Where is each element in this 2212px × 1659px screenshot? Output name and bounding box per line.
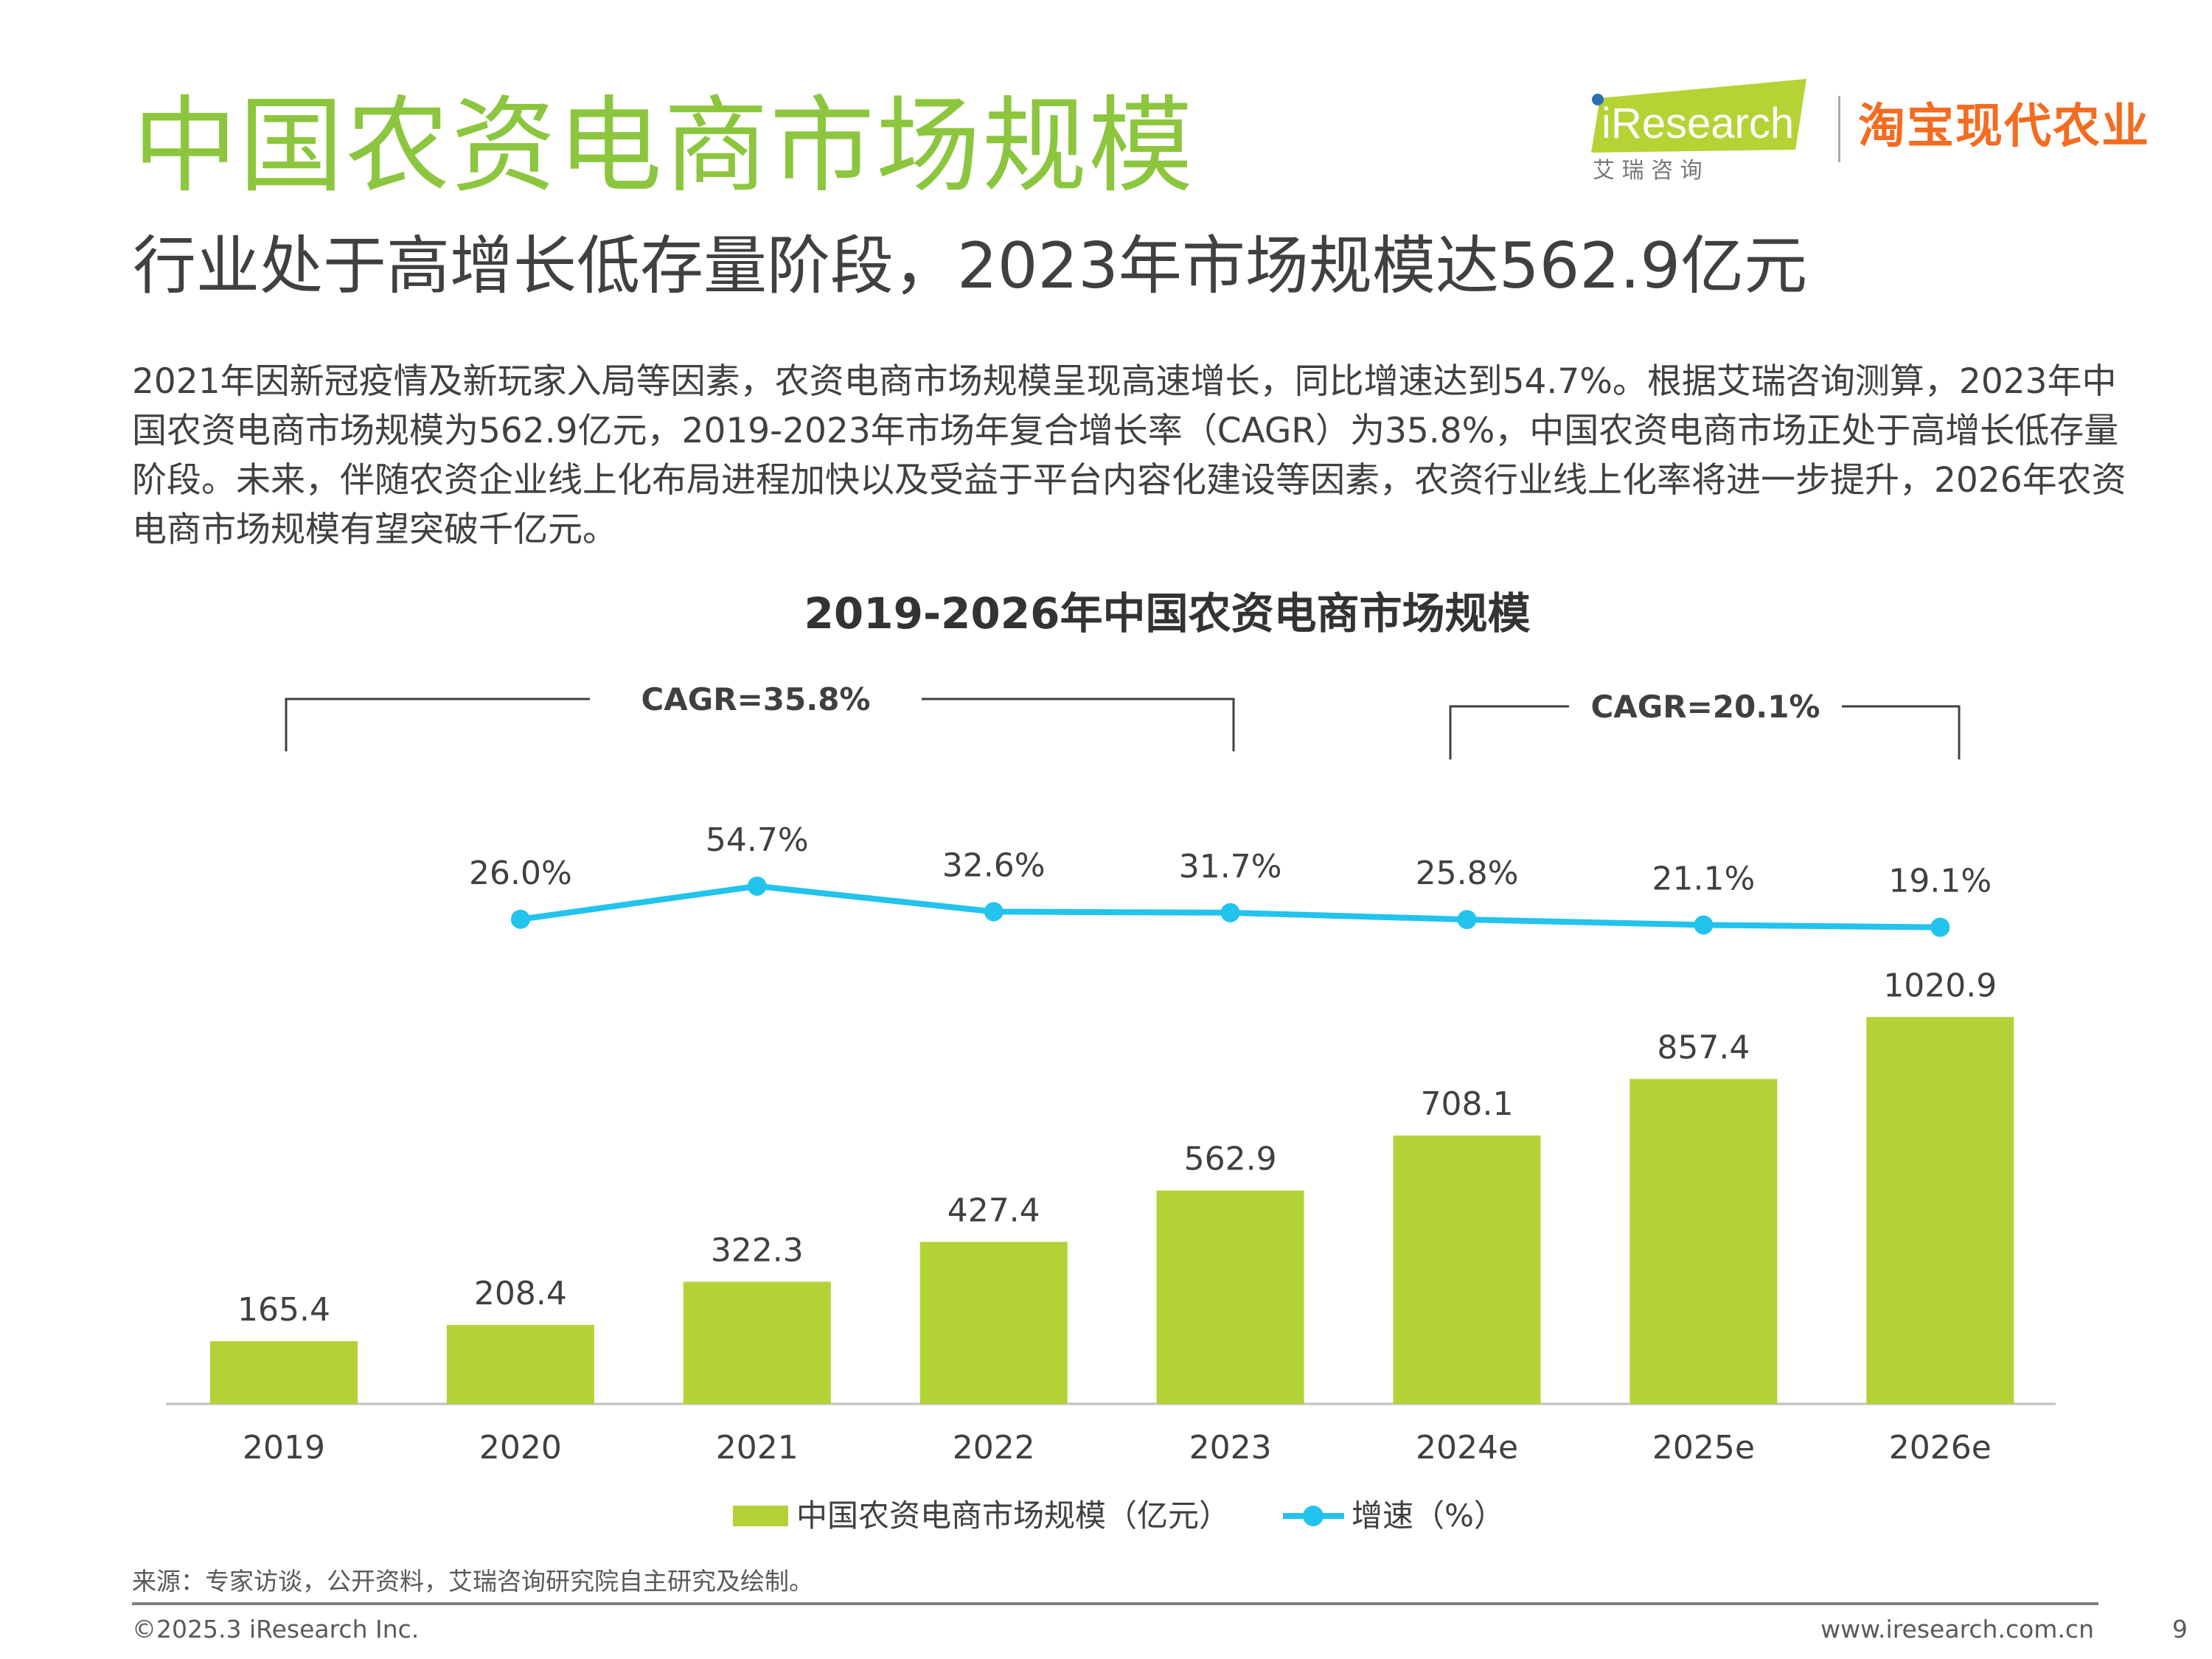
growth-point-2023 bbox=[1220, 902, 1240, 922]
cagr-bracket bbox=[1449, 705, 1961, 759]
x-tick-label: 2023 bbox=[1189, 1429, 1272, 1467]
summary-paragraph: 2021年因新冠疫情及新玩家入局等因素，农资电商市场规模呈现高速增长，同比增速达… bbox=[132, 361, 2126, 550]
bar-2024e bbox=[1393, 1135, 1541, 1404]
growth-point-2022 bbox=[984, 902, 1004, 922]
growth-point-2024e bbox=[1457, 910, 1477, 930]
logo-divider bbox=[1838, 96, 1840, 162]
iresearch-logo-text: iResearch bbox=[1601, 100, 1794, 147]
x-tick-label: 2025e bbox=[1652, 1429, 1755, 1467]
bar-value-label: 857.4 bbox=[1657, 1029, 1750, 1066]
bar-2025e bbox=[1630, 1079, 1778, 1404]
page-number: 9 bbox=[2172, 1615, 2188, 1644]
bar-2023 bbox=[1156, 1190, 1304, 1404]
bar-value-label: 208.4 bbox=[474, 1275, 567, 1312]
legend-bar-swatch bbox=[733, 1506, 788, 1526]
x-tick-label: 2026e bbox=[1889, 1429, 1992, 1467]
source-note: 来源：专家访谈，公开资料，艾瑞咨询研究院自主研究及绘制。 bbox=[132, 1567, 813, 1596]
x-tick-label: 2019 bbox=[243, 1429, 325, 1467]
bar-2026e bbox=[1866, 1017, 2014, 1404]
website-link[interactable]: www.iresearch.com.cn bbox=[1820, 1615, 2094, 1644]
copyright: ©2025.3 iResearch Inc. bbox=[132, 1615, 420, 1644]
x-tick-label: 2024e bbox=[1416, 1429, 1518, 1467]
page-subtitle: 行业处于高增长低存量阶段，2023年市场规模达562.9亿元 bbox=[133, 229, 1808, 303]
bar-2021 bbox=[683, 1281, 831, 1404]
bar-value-label: 322.3 bbox=[711, 1231, 804, 1269]
page-title: 中国农资电商市场规模 bbox=[133, 86, 1194, 207]
legend-line-marker bbox=[1303, 1506, 1324, 1526]
x-tick-label: 2021 bbox=[716, 1429, 799, 1467]
growth-point-2025e bbox=[1694, 915, 1714, 935]
x-tick-label: 2022 bbox=[953, 1429, 1035, 1467]
growth-value-label: 54.7% bbox=[706, 821, 809, 859]
chart-title: 2019-2026年中国农资电商市场规模 bbox=[804, 588, 1531, 639]
growth-point-2020 bbox=[510, 909, 530, 929]
growth-value-label: 32.6% bbox=[942, 846, 1046, 884]
growth-value-label: 25.8% bbox=[1416, 855, 1519, 892]
taobao-agriculture-logo: 淘宝现代农业 bbox=[1858, 100, 2150, 154]
bar-2022 bbox=[919, 1242, 1068, 1404]
legend: 中国农资电商市场规模（亿元） 增速（%） bbox=[733, 1498, 1505, 1534]
bar-value-label: 427.4 bbox=[947, 1192, 1040, 1229]
cagr-label: CAGR=20.1% bbox=[1590, 689, 1820, 725]
growth-point-2026e bbox=[1930, 917, 1950, 937]
growth-point-2021 bbox=[747, 876, 767, 896]
footer-divider bbox=[132, 1602, 2098, 1605]
bar-value-label: 562.9 bbox=[1184, 1141, 1277, 1178]
growth-value-label: 31.7% bbox=[1179, 848, 1282, 886]
bar-value-label: 708.1 bbox=[1421, 1085, 1514, 1123]
bar-2020 bbox=[446, 1324, 594, 1404]
bar-value-label: 1020.9 bbox=[1883, 967, 1997, 1004]
iresearch-logo-cn: 艾 瑞 咨 询 bbox=[1593, 158, 1703, 181]
cagr-label: CAGR=35.8% bbox=[641, 681, 870, 717]
bar-2019 bbox=[210, 1340, 358, 1404]
growth-value-label: 19.1% bbox=[1888, 863, 1992, 900]
legend-bar-label: 中国农资电商市场规模（亿元） bbox=[796, 1498, 1230, 1534]
legend-line-label: 增速（%） bbox=[1352, 1498, 1505, 1534]
growth-value-label: 21.1% bbox=[1652, 860, 1756, 897]
growth-value-label: 26.0% bbox=[469, 855, 572, 892]
bar-value-label: 165.4 bbox=[237, 1291, 330, 1329]
iresearch-logo: iResearch 艾 瑞 咨 询 bbox=[1591, 79, 1806, 181]
cagr-bracket bbox=[285, 698, 1235, 751]
x-tick-label: 2020 bbox=[479, 1429, 562, 1467]
